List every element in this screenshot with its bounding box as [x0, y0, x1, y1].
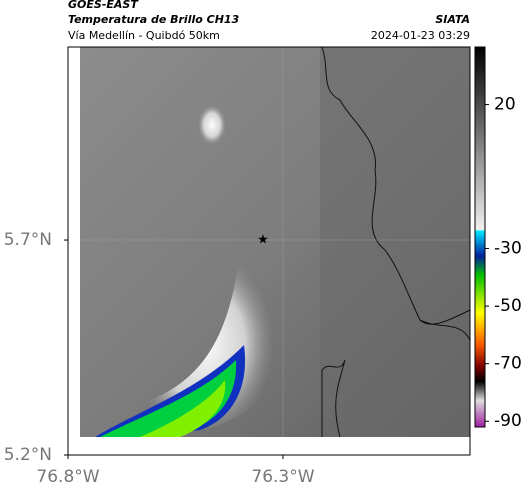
x-tick-label: 76.3°W: [251, 467, 314, 487]
route: Vía Medellín - Quibdó 50km: [68, 29, 220, 42]
y-tick-label: 5.2°N: [4, 445, 52, 465]
timestamp: 2024-01-23 03:29: [371, 29, 470, 42]
map-frame: [67, 46, 471, 456]
colorbar-tick-label: -50: [494, 296, 522, 316]
y-tick-label: 5.7°N: [4, 230, 52, 250]
source: GOES-EAST: [68, 0, 139, 11]
title: Temperatura de Brillo CH13: [68, 13, 240, 26]
colorbar-tick-label: -70: [494, 354, 522, 374]
colorbar: [474, 46, 486, 428]
colorbar-tick-label: -90: [494, 411, 522, 431]
svg-text:★: ★: [257, 233, 269, 248]
colorbar-tick-label: -30: [494, 239, 522, 259]
map-imagery: ★: [80, 46, 471, 438]
colorbar-tick-label: 20: [494, 95, 516, 115]
x-tick-label: 76.8°W: [36, 467, 99, 487]
org: SIATA: [435, 13, 470, 26]
